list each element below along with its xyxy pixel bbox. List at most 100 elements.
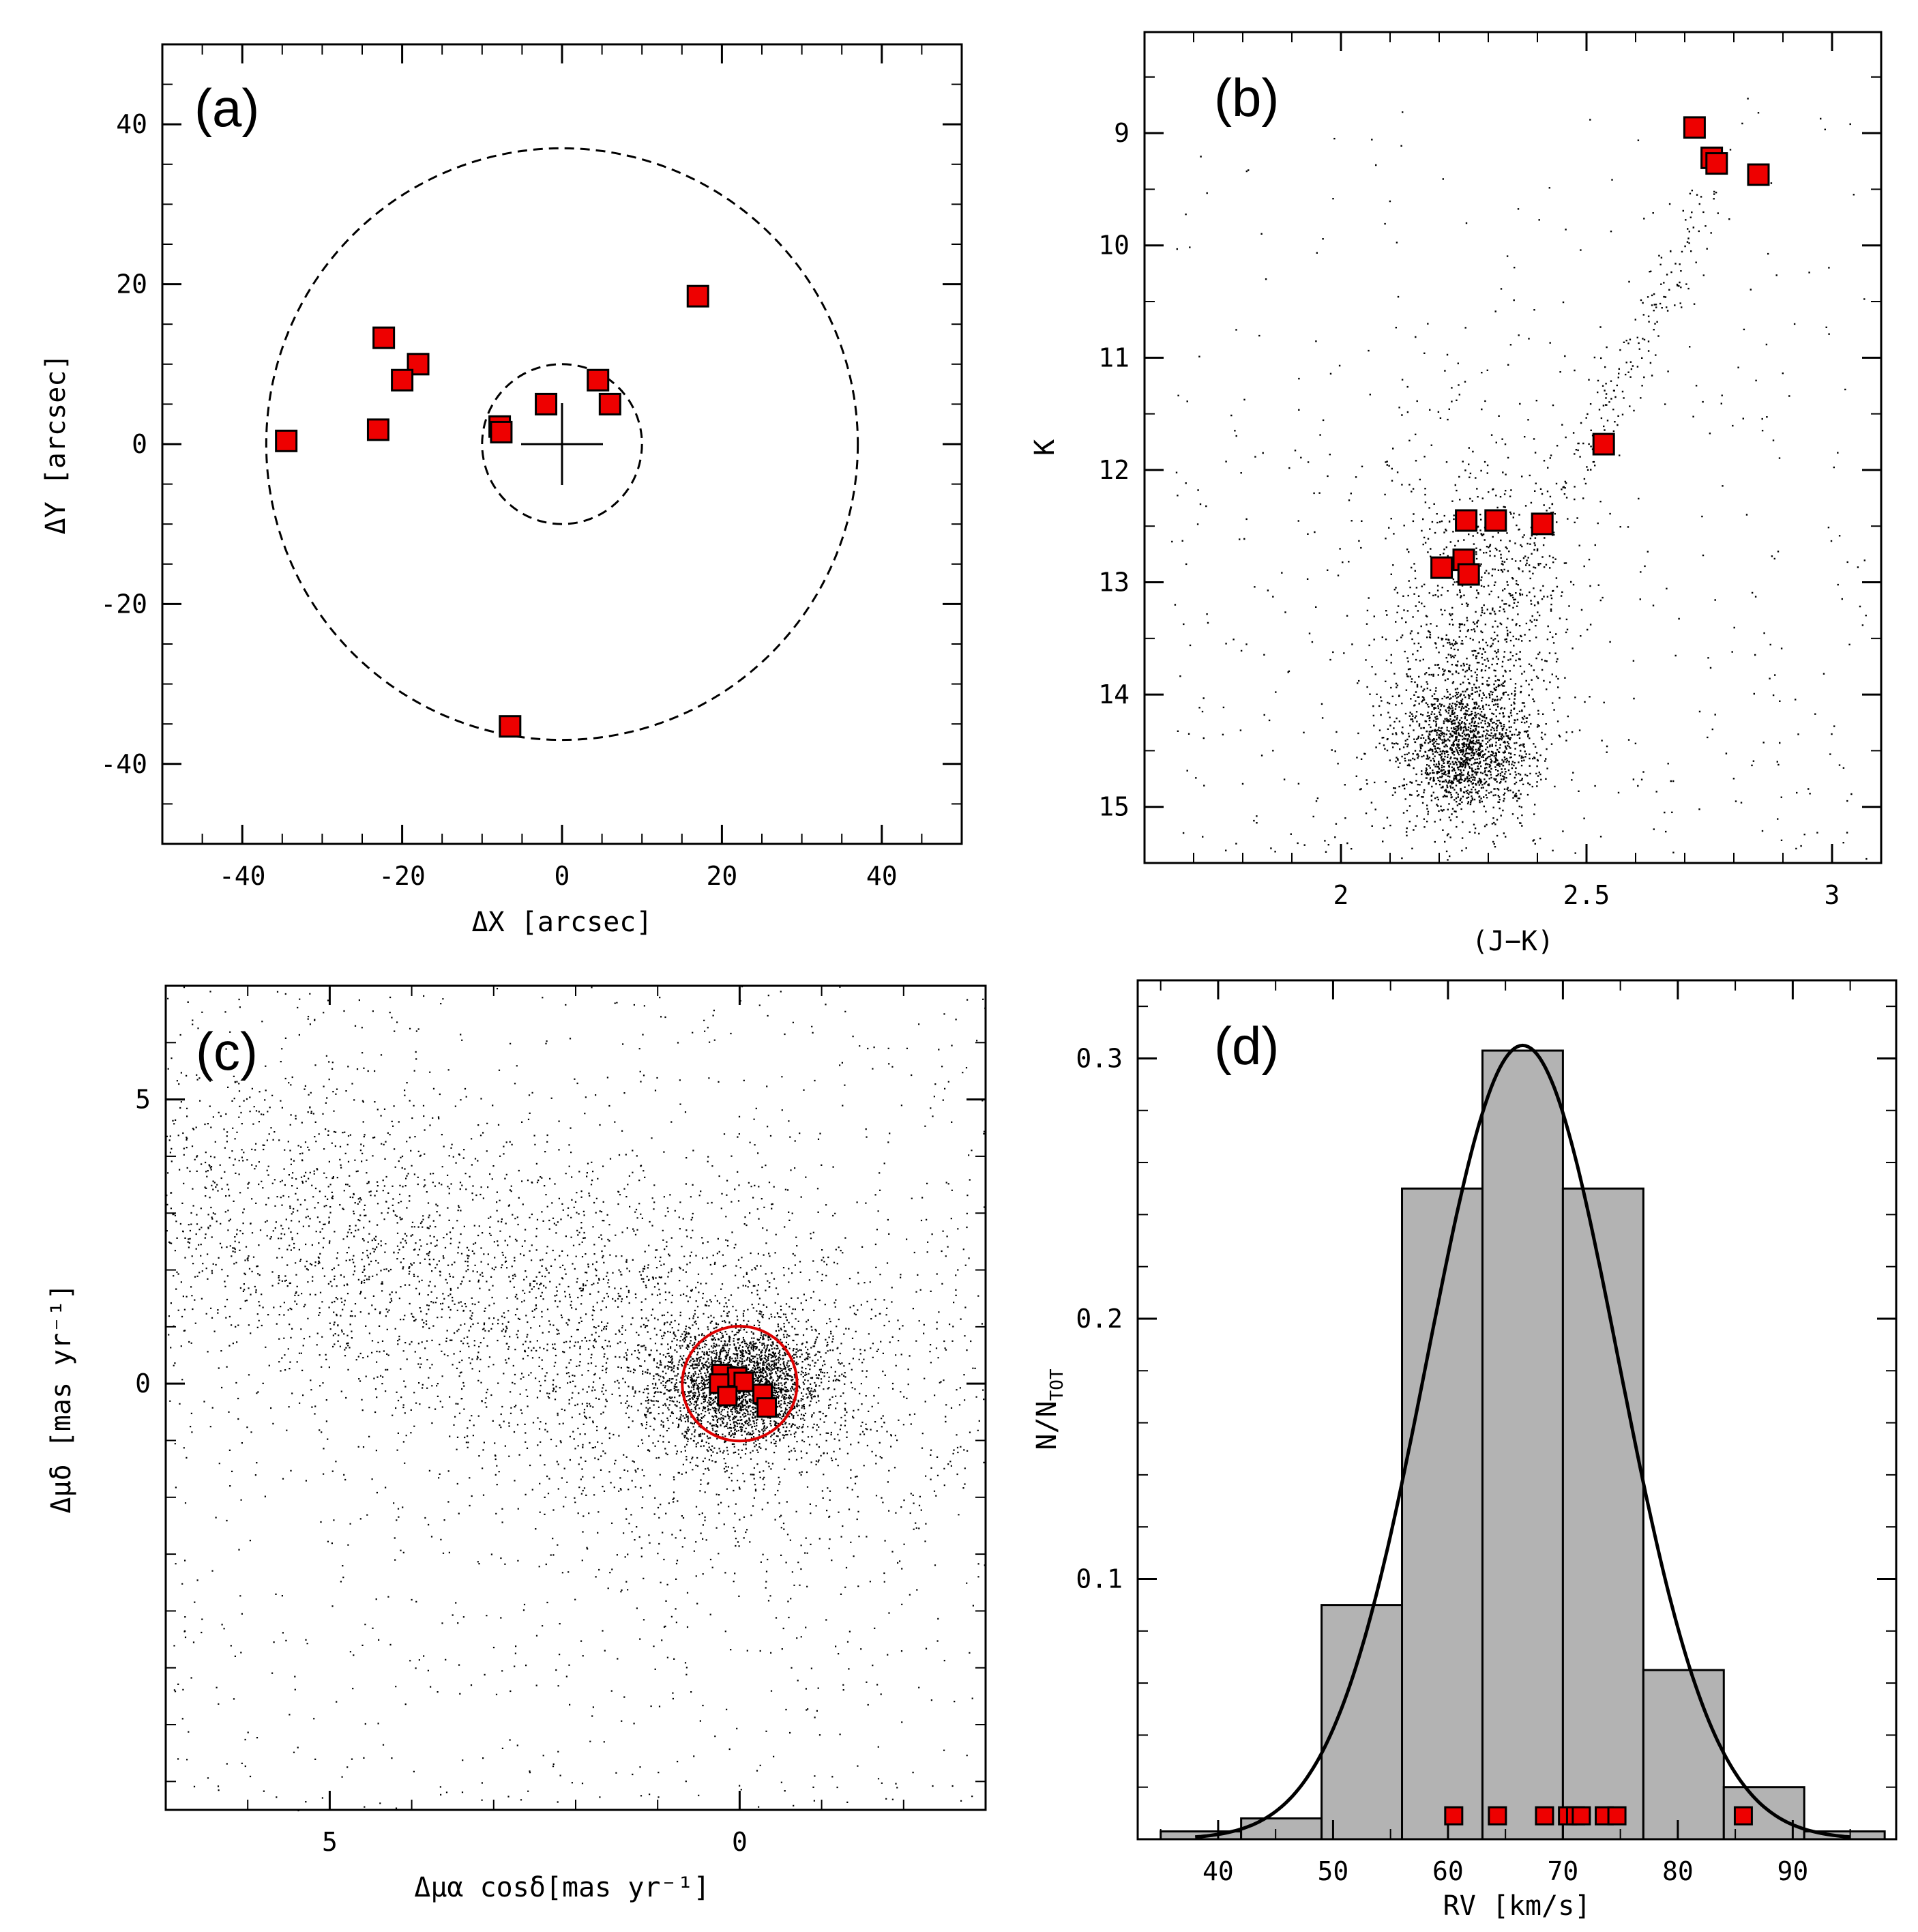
panel-d-hist-bar [1642,1669,1725,1841]
panel-a-star-marker [372,326,396,349]
panel-b-xlabel: (J−K) [1472,926,1554,957]
y-tick-label: -40 [100,749,147,779]
panel-b-star-marker [1747,163,1770,186]
panel-a-position-plot: -40 -20 0 20 40 -40 -20 0 20 40 (a) ΔX [arcsec] Δ… [40,43,963,938]
panel-a-star-marker [598,392,621,415]
dashed-radius-circle [265,147,859,742]
y-tick-label: 20 [116,269,147,299]
y-tick-label: 9 [1114,118,1130,148]
panel-d-letter: (d) [1214,1016,1279,1076]
panel-a-markers [275,284,709,738]
x-tick-label: -20 [379,861,426,891]
x-tick-label: 60 [1432,1856,1464,1886]
y-tick-label: 12 [1098,455,1130,485]
x-tick-label: -40 [219,861,266,891]
x-tick-label: 50 [1318,1856,1349,1886]
x-tick-label: 40 [1203,1856,1234,1886]
y-tick-label: 15 [1098,792,1130,822]
y-tick-label: -20 [100,589,147,619]
x-tick-label: 80 [1662,1856,1694,1886]
panel-c-field-stars [166,986,987,1812]
panel-d-star-marker [1535,1806,1554,1826]
y-tick-label: 5 [135,1085,151,1115]
panel-c-star-marker [717,1386,738,1407]
panel-d-gaussian-fit [1194,1043,1850,1839]
panel-b-star-marker [1430,556,1454,579]
panel-b-markers [1430,116,1770,586]
panel-c-ylabel: Δμδ [mas yr⁻¹] [46,1283,77,1513]
y-tick-label: 0.3 [1076,1043,1123,1073]
panel-d-frame [1136,979,1898,1841]
panel-c-letter: (c) [196,1021,258,1081]
x-tick-label: 3 [1825,880,1840,910]
x-tick-label: 20 [707,861,738,891]
panel-a-frame [161,43,963,845]
panel-a-xlabel: ΔX [arcsec] [472,907,653,938]
x-tick-label: 2.5 [1563,880,1610,910]
y-tick-label: 14 [1098,679,1130,709]
panel-b-cmd-plot: 2 2.5 3 9 10 11 12 13 14 15 (b) (J−K) K [1029,31,1883,957]
panel-a-star-marker [499,715,522,738]
panel-d-hist-bar [1481,1049,1564,1841]
panel-b-star-marker [1592,433,1615,456]
panel-b-star-marker [1455,509,1478,532]
panel-c-selection-circle [681,1325,799,1443]
x-tick-label: 70 [1548,1856,1579,1886]
panel-a-star-marker [366,418,389,441]
panel-a-axes: -40 -20 0 20 40 -40 -20 0 20 40 [100,44,962,891]
panel-b-star-marker [1531,512,1554,536]
panel-b-frame [1143,31,1883,864]
panel-c-star-marker [756,1397,778,1418]
panel-a-letter: (a) [194,78,259,138]
x-tick-label: 0 [555,861,570,891]
y-tick-label: 13 [1098,568,1130,598]
x-tick-label: 5 [322,1827,338,1857]
x-tick-label: 90 [1777,1856,1808,1886]
y-tick-label: 11 [1098,342,1130,372]
panel-c-frame [164,984,987,1811]
y-tick-label: 0 [135,1368,151,1399]
y-tick-label: 0.1 [1076,1564,1123,1594]
panel-b-field-star-dots [1171,98,1868,861]
panel-b-star-marker [1484,509,1507,532]
panel-d-axes: 40 50 60 70 80 90 0.1 0.2 0.3 [1076,980,1896,1886]
panel-b-field-stars [1171,98,1868,861]
panel-b-star-marker [1683,116,1706,139]
panel-d-hist-bar [1240,1817,1323,1841]
panel-d-hist-bar [1321,1604,1404,1841]
panel-a-star-marker [535,392,558,415]
panel-d-star-marker [1572,1806,1591,1826]
panel-a-ylabel: ΔY [arcsec] [40,354,72,535]
panel-c-proper-motion-plot: 5 0 5 0 (c) Δμα cosδ[mas yr⁻¹] Δμδ [mas yr⁻… [46,984,987,1903]
x-tick-label: 2 [1333,880,1349,910]
dashed-radius-circle [481,363,643,525]
panel-d-star-marker [1444,1806,1464,1826]
y-tick-label: 0 [132,429,147,459]
panel-b-ylabel: K [1029,439,1061,456]
panel-d-ylabel-main: N/NTOT [1031,1368,1067,1450]
y-tick-label: 0.2 [1076,1304,1123,1334]
panel-c-xlabel: Δμα cosδ[mas yr⁻¹] [414,1872,709,1903]
panel-c-star-marker [733,1371,754,1392]
panel-d-ylabel: N/NTOT [1031,1368,1067,1450]
panel-d-star-marker [1733,1806,1753,1826]
panel-d-markers [1444,1806,1753,1826]
panel-b-axes: 2 2.5 3 9 10 11 12 13 14 15 [1098,32,1882,910]
panel-a-field [265,147,859,742]
panel-b-star-marker [1457,563,1480,586]
y-tick-label: 10 [1098,231,1130,261]
panel-a-star-marker [490,420,513,443]
panel-b-letter: (b) [1214,68,1279,128]
x-tick-label: 0 [732,1827,748,1857]
panel-d-star-marker [1607,1806,1627,1826]
panel-a-star-marker [587,368,610,392]
panel-a-star-marker [686,284,709,308]
panel-d-xlabel: RV [km/s] [1443,1890,1591,1922]
y-tick-label: 40 [116,109,147,139]
panel-a-star-marker [275,429,298,452]
panel-c-markers [709,1364,778,1418]
panel-b-star-marker [1705,152,1728,175]
panel-a-star-marker [391,368,414,392]
panel-d-histogram-bars [1160,1049,1886,1841]
